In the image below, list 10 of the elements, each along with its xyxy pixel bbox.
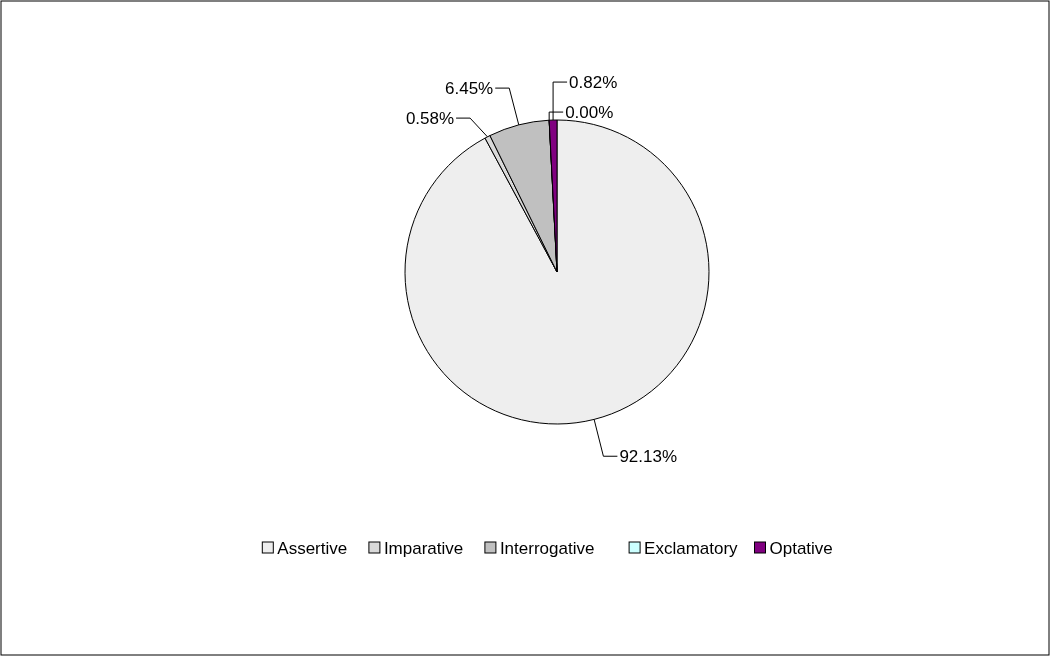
- text: 0.00%: [565, 103, 614, 123]
- legend-label: Interrogative: [499, 538, 595, 558]
- legend-label: Imparative: [383, 538, 464, 558]
- data-label: 0.82%: [569, 73, 618, 93]
- data-label: 92.13%: [619, 447, 678, 467]
- data-label: 6.45%: [445, 79, 494, 99]
- legend-label: Exclamatory: [644, 538, 739, 558]
- legend-label: Optative: [769, 538, 833, 558]
- data-label: 0.58%: [405, 109, 455, 129]
- legend-label: Assertive: [277, 538, 348, 558]
